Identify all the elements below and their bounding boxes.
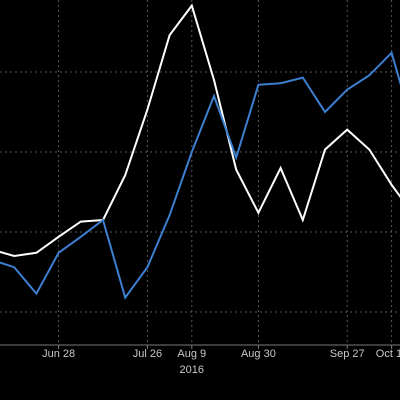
year-label: 2016 bbox=[180, 364, 204, 376]
series-line bbox=[0, 3, 400, 258]
x-tick-label: Oct 11 bbox=[376, 348, 400, 360]
x-tick-label: Jul 26 bbox=[133, 348, 162, 360]
x-tick-label: Aug 30 bbox=[241, 348, 276, 360]
x-tick-label: Jun 28 bbox=[42, 348, 75, 360]
series-line bbox=[0, 50, 400, 300]
x-tick-label: Sep 27 bbox=[330, 348, 365, 360]
x-tick-label: Aug 9 bbox=[177, 348, 206, 360]
